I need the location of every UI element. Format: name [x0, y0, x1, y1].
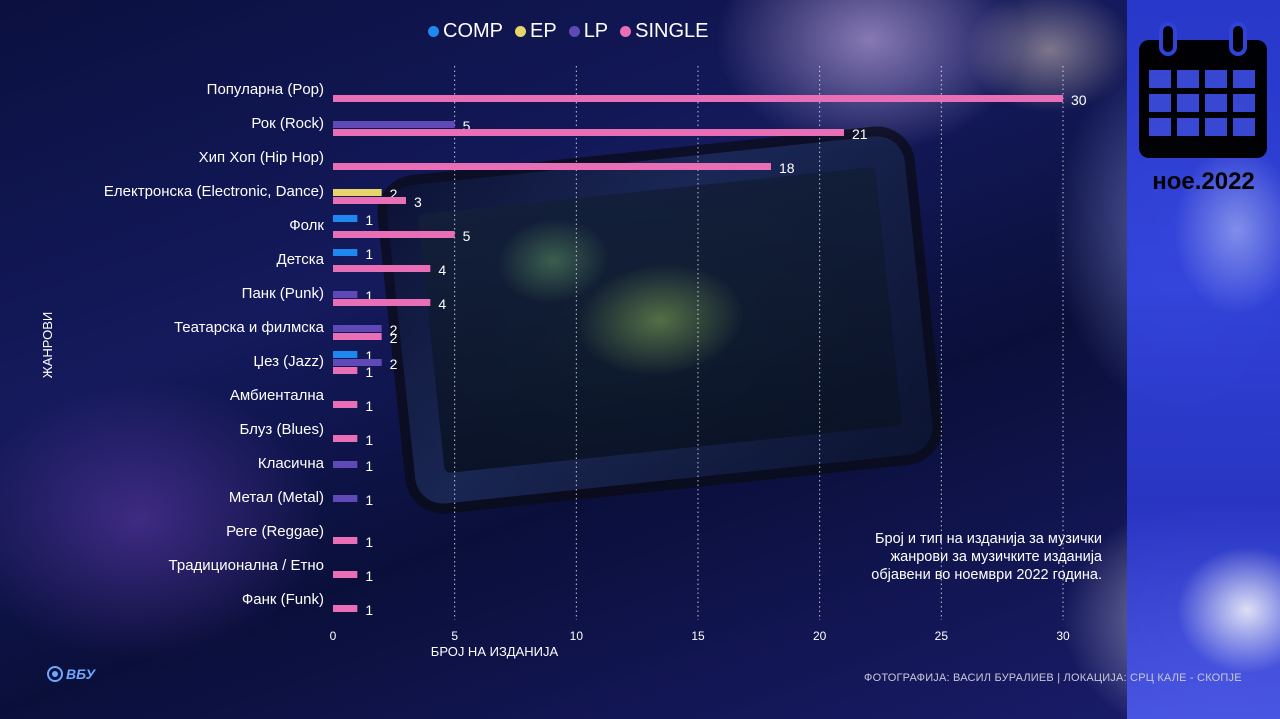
- bar-value-label: 3: [414, 194, 422, 210]
- calendar-date: ное.2022: [1152, 168, 1255, 195]
- bar-value-label: 1: [365, 458, 373, 474]
- legend-marker-ep: [515, 26, 526, 37]
- category-label: Детска: [277, 251, 325, 268]
- bar-value-label: 1: [365, 568, 373, 584]
- category-label: Електронска (Electronic, Dance): [104, 183, 324, 200]
- logo-icon: [47, 666, 63, 682]
- x-tick-label: 5: [451, 629, 458, 643]
- bar-lp: [333, 495, 358, 502]
- bar-single: [333, 605, 358, 612]
- legend-marker-lp: [568, 26, 580, 37]
- legend-item-comp: COMP: [428, 20, 503, 43]
- bar-single: [333, 299, 431, 306]
- bar-value-label: 1: [365, 492, 373, 508]
- x-tick-label: 0: [330, 629, 337, 643]
- bar-value-label: 4: [438, 262, 446, 278]
- legend-item-single: SINGLE: [620, 20, 709, 43]
- bar-lp: [333, 291, 358, 298]
- bar-comp: [333, 351, 358, 358]
- bar-value-label: 5: [463, 228, 471, 244]
- x-tick-label: 20: [813, 629, 827, 643]
- category-label: Традиционална / Етно: [169, 557, 324, 574]
- category-label: Реге (Reggae): [226, 523, 324, 540]
- legend-label-ep: EP: [530, 20, 557, 42]
- category-label: Метал (Metal): [229, 489, 324, 506]
- bar-value-label: 1: [365, 212, 373, 228]
- category-label: Фанк (Funk): [242, 591, 324, 608]
- x-tick-label: 15: [691, 629, 705, 643]
- category-label: Фолк: [289, 217, 324, 234]
- bar-single: [333, 367, 358, 374]
- bar-single: [333, 95, 1063, 102]
- calendar-icon: [1139, 22, 1267, 158]
- x-tick-label: 30: [1056, 629, 1070, 643]
- bar-value-label: 1: [365, 246, 373, 262]
- bar-value-label: 1: [365, 602, 373, 618]
- legend-label-lp: LP: [583, 20, 609, 42]
- y-axis-title: ЖАНРОВИ: [40, 312, 55, 379]
- bar-value-label: 1: [365, 364, 373, 380]
- bar-value-label: 2: [390, 330, 398, 346]
- bar-value-label: 1: [365, 432, 373, 448]
- bar-single: [333, 537, 358, 544]
- bar-single: [333, 571, 358, 578]
- chart-legend: COMP EP LP SINGLE: [428, 20, 709, 43]
- category-label: Театарска и филмска: [174, 319, 325, 336]
- bar-value-label: 30: [1071, 92, 1087, 108]
- bar-single: [333, 265, 431, 272]
- legend-marker-comp: [428, 26, 439, 37]
- bar-value-label: 5: [463, 118, 471, 134]
- bar-value-label: 18: [779, 160, 795, 176]
- bar-value-label: 21: [852, 126, 868, 142]
- bar-value-label: 2: [390, 186, 398, 202]
- logo-text: ВБУ: [66, 666, 96, 682]
- bar-value-label: 1: [365, 288, 373, 304]
- bar-value-label: 4: [438, 296, 446, 312]
- bar-single: [333, 197, 406, 204]
- bar-single: [333, 129, 844, 136]
- bar-value-label: 2: [390, 322, 398, 338]
- category-label: Амбиентална: [230, 387, 325, 404]
- caption-line-1: Број и тип на изданија за музички: [875, 531, 1102, 547]
- legend-marker-single: [620, 26, 632, 37]
- bar-value-label: 1: [365, 534, 373, 550]
- caption-line-3: објавени во ноември 2022 година.: [871, 567, 1102, 583]
- bar-lp: [333, 359, 382, 366]
- bar-comp: [333, 249, 358, 256]
- bar-lp: [333, 325, 382, 332]
- category-label: Рок (Rock): [251, 115, 324, 132]
- calendar-panel: ное.2022: [1127, 0, 1280, 719]
- bar-ep: [333, 189, 382, 196]
- category-label: Хип Хоп (Hip Hop): [199, 149, 324, 166]
- bar-value-label: 1: [365, 398, 373, 414]
- x-tick-label: 25: [935, 629, 949, 643]
- chart-caption: Број и тип на изданија за музички жанров…: [820, 530, 1102, 584]
- bar-single: [333, 435, 358, 442]
- category-label: Популарна (Pop): [207, 81, 324, 98]
- bar-value-label: 2: [390, 356, 398, 372]
- bar-single: [333, 333, 382, 340]
- category-label: Класична: [258, 455, 325, 472]
- vbu-logo: ВБУ: [46, 665, 95, 683]
- legend-label-comp: COMP: [443, 20, 503, 42]
- x-axis-title: БРОЈ НА ИЗДАНИЈА: [431, 644, 559, 659]
- category-label: Блуз (Blues): [240, 421, 325, 438]
- category-label: Џез (Jazz): [253, 353, 324, 370]
- bar-value-label: 1: [365, 348, 373, 364]
- bar-lp: [333, 461, 358, 468]
- category-label: Панк (Punk): [242, 285, 324, 302]
- bar-single: [333, 163, 771, 170]
- bar-comp: [333, 215, 358, 222]
- legend-item-lp: LP: [568, 20, 609, 43]
- bar-single: [333, 401, 358, 408]
- x-tick-label: 10: [570, 629, 584, 643]
- legend-item-ep: EP: [515, 20, 557, 43]
- bar-single: [333, 231, 455, 238]
- caption-line-2: жанрови за музичките изданија: [890, 549, 1102, 565]
- photo-credit: ФОТОГРАФИЈА: ВАСИЛ БУРАЛИЕВ | ЛОКАЦИЈА: …: [864, 672, 1242, 684]
- legend-label-single: SINGLE: [635, 20, 709, 42]
- bar-lp: [333, 121, 455, 128]
